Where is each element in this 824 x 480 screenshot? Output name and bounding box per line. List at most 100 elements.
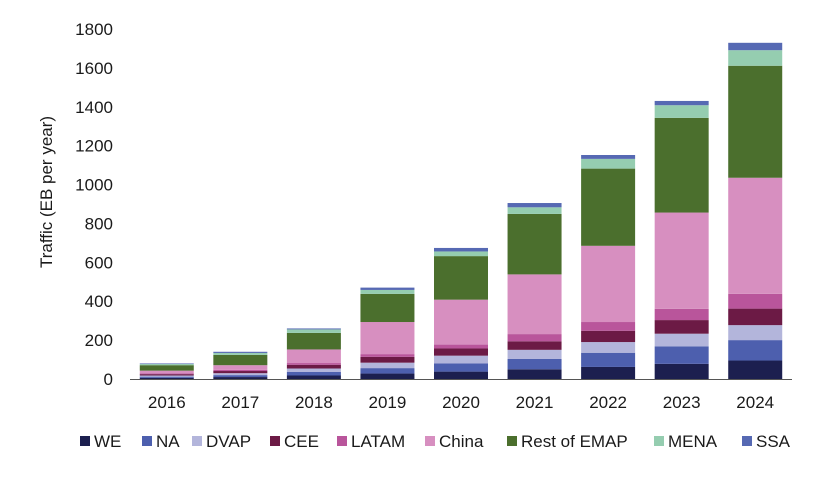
y-axis-label: Traffic (EB per year) [37, 116, 56, 268]
bar-segment-dvap-2019 [360, 362, 415, 369]
bar-segment-we-2017 [213, 377, 268, 379]
bars-group [139, 42, 783, 379]
legend-swatch [742, 436, 752, 446]
bar-segment-cee-2023 [654, 320, 709, 334]
bar-segment-mena-2018 [286, 329, 341, 333]
bar-segment-we-2018 [286, 375, 341, 379]
bar-segment-rest-of-emap-2022 [581, 168, 636, 246]
bar-segment-china-2021 [507, 274, 562, 335]
legend-item-latam: LATAM [337, 432, 405, 451]
y-tick-label: 1800 [75, 20, 113, 39]
bar-segment-na-2017 [213, 375, 268, 378]
bar-segment-mena-2024 [728, 50, 783, 66]
bar-segment-na-2016 [139, 376, 194, 378]
bar-segment-mena-2020 [434, 251, 488, 257]
bar-segment-mena-2017 [213, 352, 268, 355]
bar-segment-latam-2019 [360, 354, 415, 357]
bar-segment-dvap-2024 [728, 325, 783, 341]
bar-segment-dvap-2021 [507, 349, 562, 359]
bar-segment-rest-of-emap-2018 [286, 332, 341, 350]
bar-segment-rest-of-emap-2017 [213, 354, 268, 366]
y-tick-label: 1400 [75, 98, 113, 117]
legend: WE NA DVAP CEE LATAM China Rest of EMAP MENA SSA [80, 432, 791, 451]
x-tick-label: 2018 [295, 393, 333, 412]
bar-segment-we-2023 [654, 363, 709, 379]
bar-segment-ssa-2022 [581, 155, 636, 159]
legend-swatch [192, 436, 202, 446]
legend-item-china: China [425, 432, 484, 451]
x-tick-label: 2019 [369, 393, 407, 412]
legend-label: SSA [756, 432, 791, 451]
bar-segment-latam-2017 [213, 369, 268, 372]
legend-label: CEE [284, 432, 319, 451]
x-axis: 2016 2017 2018 2019 2020 2021 2022 2023 2024 [130, 379, 792, 412]
legend-item-we: WE [80, 432, 121, 451]
bar-segment-we-2016 [139, 377, 194, 379]
legend-label: NA [156, 432, 180, 451]
y-tick-label: 1000 [75, 176, 113, 195]
bar-segment-rest-of-emap-2021 [507, 213, 562, 275]
bar-segment-ssa-2017 [213, 351, 268, 353]
legend-item-na: NA [142, 432, 180, 451]
bar-segment-china-2024 [728, 177, 783, 294]
legend-swatch [142, 436, 152, 446]
legend-item-cee: CEE [270, 432, 319, 451]
bar-segment-latam-2018 [286, 363, 341, 365]
y-tick-label: 600 [85, 253, 113, 272]
x-tick-label: 2021 [516, 393, 554, 412]
bar-segment-na-2018 [286, 372, 341, 376]
x-tick-label: 2023 [663, 393, 701, 412]
legend-item-dvap: DVAP [192, 432, 251, 451]
bar-segment-na-2021 [507, 358, 562, 370]
legend-swatch [270, 436, 280, 446]
bar-segment-na-2019 [360, 368, 415, 374]
bar-segment-china-2018 [286, 349, 341, 364]
bar-segment-china-2020 [434, 299, 488, 345]
legend-label: LATAM [351, 432, 405, 451]
legend-label: China [439, 432, 484, 451]
bar-segment-latam-2024 [728, 293, 783, 309]
x-tick-label: 2024 [736, 393, 774, 412]
bar-segment-cee-2019 [360, 356, 415, 363]
y-tick-label: 1600 [75, 59, 113, 78]
bar-segment-rest-of-emap-2024 [728, 65, 783, 178]
legend-swatch [80, 436, 90, 446]
legend-item-rest-of-emap: Rest of EMAP [507, 432, 628, 451]
y-tick-label: 200 [85, 331, 113, 350]
bar-segment-cee-2021 [507, 341, 562, 350]
bar-segment-na-2024 [728, 340, 783, 361]
bar-segment-we-2019 [360, 373, 415, 379]
bar-segment-ssa-2019 [360, 287, 415, 290]
bar-segment-china-2022 [581, 245, 636, 323]
y-tick-label: 800 [85, 214, 113, 233]
bar-segment-latam-2016 [139, 373, 194, 375]
bar-segment-dvap-2017 [213, 373, 268, 376]
bar-segment-mena-2016 [139, 364, 194, 366]
bar-segment-rest-of-emap-2019 [360, 293, 415, 323]
y-tick-label: 1200 [75, 137, 113, 156]
legend-label: MENA [668, 432, 718, 451]
bar-segment-ssa-2023 [654, 100, 709, 106]
bar-segment-latam-2022 [581, 322, 636, 331]
bar-segment-rest-of-emap-2020 [434, 256, 488, 300]
legend-label: Rest of EMAP [521, 432, 628, 451]
bar-segment-latam-2023 [654, 308, 709, 321]
bar-segment-we-2022 [581, 366, 636, 379]
bar-segment-china-2019 [360, 322, 415, 355]
bar-segment-dvap-2023 [654, 333, 709, 347]
bar-segment-cee-2017 [213, 371, 268, 374]
legend-label: WE [94, 432, 121, 451]
x-tick-label: 2020 [442, 393, 480, 412]
bar-segment-na-2022 [581, 352, 636, 367]
bar-segment-ssa-2016 [139, 363, 194, 365]
bar-segment-mena-2022 [581, 158, 636, 169]
bar-segment-cee-2024 [728, 308, 783, 326]
y-axis: 0 200 400 600 800 1000 1200 1400 1600 1800 [75, 20, 113, 389]
bar-segment-dvap-2022 [581, 342, 636, 353]
bar-segment-dvap-2016 [139, 375, 194, 377]
legend-swatch [337, 436, 347, 446]
bar-segment-ssa-2021 [507, 203, 562, 208]
legend-item-mena: MENA [654, 432, 718, 451]
